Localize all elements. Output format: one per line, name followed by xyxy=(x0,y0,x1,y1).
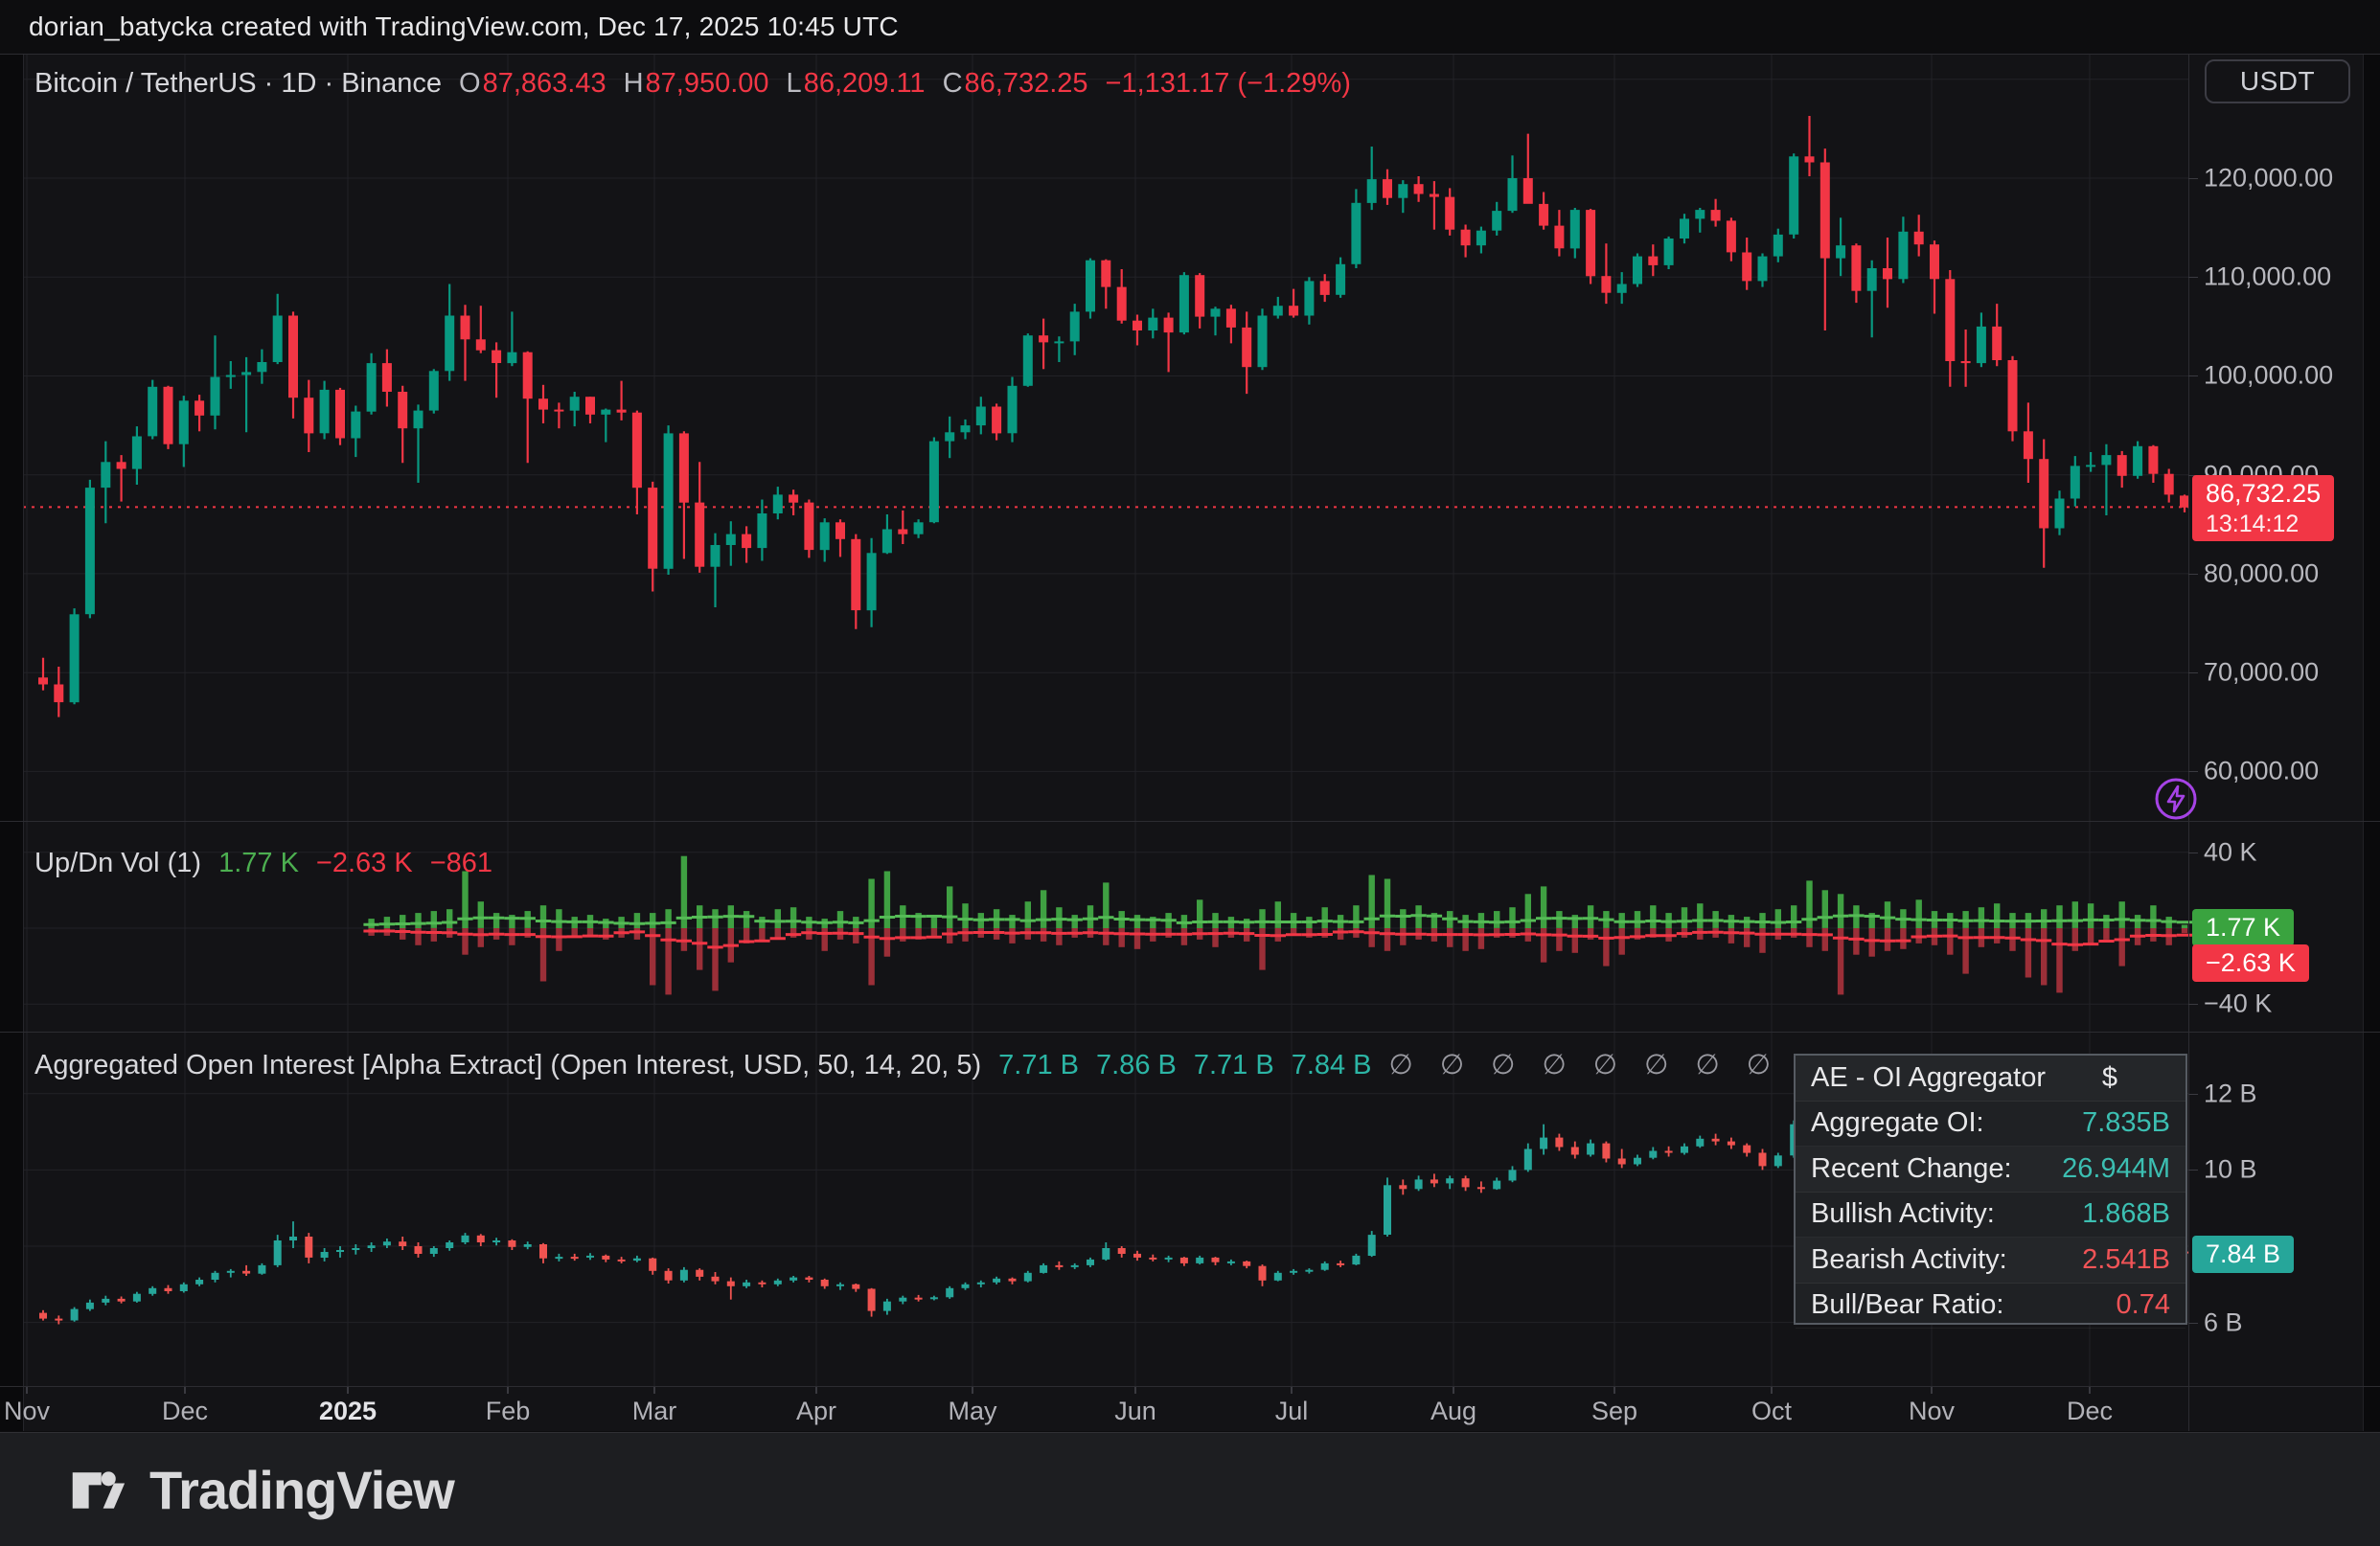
oi-legend-title[interactable]: Aggregated Open Interest [Alpha Extract]… xyxy=(34,1050,982,1080)
left-gutter xyxy=(0,55,24,1431)
net-volume-value: −861 xyxy=(429,848,493,878)
ohlc-close: C 86,732.25 xyxy=(942,68,1088,99)
down-volume-badge: −2.63 K xyxy=(2192,944,2309,982)
last-price-badge: 86,732.25 13:14:12 xyxy=(2192,475,2335,541)
month-label: 2025 xyxy=(318,1397,378,1425)
updn_volume-tick-label: 40 K xyxy=(2204,837,2257,867)
tradingview-logo[interactable]: TradingView xyxy=(69,1459,455,1521)
price-scale-divider xyxy=(2188,55,2189,1431)
month-label: Feb xyxy=(485,1397,531,1425)
month-label: May xyxy=(948,1397,997,1425)
candle-countdown: 13:14:12 xyxy=(2206,510,2300,537)
symbol-legend: Bitcoin / TetherUS · 1D · Binance O 87,86… xyxy=(34,68,1351,100)
oi-value-badge: 7.84 B xyxy=(2192,1236,2295,1273)
price-tick-label: 70,000.00 xyxy=(2204,657,2320,687)
scale-edge xyxy=(2363,55,2380,1431)
down-volume-value: −2.63 K xyxy=(315,848,413,878)
price-tick-label: 120,000.00 xyxy=(2204,163,2334,193)
attribution-bar: dorian_batycka created with TradingView.… xyxy=(0,0,2380,55)
tradingview-logo-text: TradingView xyxy=(149,1460,455,1520)
tick-mark xyxy=(2188,1322,2198,1324)
footer: TradingView xyxy=(0,1432,2380,1546)
tick-mark xyxy=(2188,277,2198,279)
price-tick-label: 60,000.00 xyxy=(2204,756,2320,785)
tick-mark xyxy=(2188,1170,2198,1171)
tooltip-currency: $ xyxy=(2101,1061,2117,1093)
symbol-title[interactable]: Bitcoin / TetherUS · 1D · Binance xyxy=(34,68,442,99)
month-label: Dec xyxy=(161,1397,209,1425)
tick-mark xyxy=(2188,178,2198,180)
tooltip-row: Bull/Bear Ratio: 0.74 xyxy=(1796,1284,2185,1329)
month-label: Jun xyxy=(1114,1397,1156,1425)
oi-high-value: 7.86 B xyxy=(1096,1050,1177,1080)
instant-order-lightning-icon[interactable] xyxy=(2154,777,2198,821)
pane-divider[interactable] xyxy=(0,821,2380,822)
month-label: Nov xyxy=(1908,1397,1956,1425)
tooltip-row: Bearish Activity: 2.541B xyxy=(1796,1238,2185,1284)
tradingview-logo-icon xyxy=(72,1470,126,1509)
change-value: −1,131.17 (−1.29%) xyxy=(1105,68,1351,99)
oi-legend: Aggregated Open Interest [Alpha Extract]… xyxy=(34,1048,1984,1081)
oi-open-value: 7.71 B xyxy=(998,1050,1079,1080)
tooltip-title: AE - OI Aggregator xyxy=(1811,1061,2047,1093)
tick-mark xyxy=(2188,474,2198,476)
last-price-value: 86,732.25 xyxy=(2206,479,2322,509)
currency-toggle-button[interactable]: USDT xyxy=(2205,59,2350,103)
month-label: Oct xyxy=(1751,1397,1793,1425)
month-label: Dec xyxy=(2066,1397,2114,1425)
volume-legend-title[interactable]: Up/Dn Vol (1) xyxy=(34,848,202,878)
month-label: Sep xyxy=(1590,1397,1638,1425)
oi-close-value: 7.84 B xyxy=(1291,1050,1372,1080)
tooltip-row: Aggregate OI: 7.835B xyxy=(1796,1102,2185,1147)
price-tick-label: 100,000.00 xyxy=(2204,360,2334,390)
up-volume-badge: 1.77 K xyxy=(2192,909,2295,946)
tooltip-row: Recent Change: 26.944M xyxy=(1796,1147,2185,1193)
oi-aggregator-tooltip: AE - OI Aggregator $ Aggregate OI: 7.835B… xyxy=(1794,1054,2187,1329)
month-label: Jul xyxy=(1274,1397,1309,1425)
ohlc-low: L 86,209.11 xyxy=(786,68,926,99)
month-label: Apr xyxy=(795,1397,837,1425)
tick-mark xyxy=(2188,1093,2198,1095)
chart-canvas[interactable] xyxy=(0,55,2380,1431)
tick-mark xyxy=(2188,1004,2198,1006)
pane-divider[interactable] xyxy=(0,1032,2380,1033)
oi-low-value: 7.71 B xyxy=(1193,1050,1274,1080)
chart-area: Bitcoin / TetherUS · 1D · Binance O 87,86… xyxy=(0,55,2380,1431)
attribution-text: dorian_batycka created with TradingView.… xyxy=(29,11,899,41)
open_interest-tick-label: 6 B xyxy=(2204,1307,2243,1337)
tick-mark xyxy=(2188,573,2198,575)
tick-mark xyxy=(2188,672,2198,674)
month-label: Nov xyxy=(3,1397,51,1425)
volume-legend: Up/Dn Vol (1) 1.77 K −2.63 K −861 xyxy=(34,848,492,879)
month-label: Mar xyxy=(631,1397,677,1425)
tooltip-header: AE - OI Aggregator $ xyxy=(1796,1056,2185,1102)
ohlc-high: H 87,950.00 xyxy=(623,68,769,99)
open_interest-tick-label: 10 B xyxy=(2204,1154,2257,1184)
ohlc-open: O 87,863.43 xyxy=(459,68,606,99)
open_interest-tick-label: 12 B xyxy=(2204,1079,2257,1108)
updn_volume-tick-label: −40 K xyxy=(2204,989,2273,1018)
time-axis[interactable]: Nov Dec 2025 Feb Mar Apr May Jun Jul Aug Sep Oct Nov… xyxy=(0,1386,2380,1432)
price-tick-label: 110,000.00 xyxy=(2204,261,2332,291)
price-tick-label: 80,000.00 xyxy=(2204,558,2320,588)
tick-mark xyxy=(2188,771,2198,773)
tooltip-row: Bullish Activity: 1.868B xyxy=(1796,1193,2185,1238)
tick-mark xyxy=(2188,375,2198,377)
up-volume-value: 1.77 K xyxy=(218,848,299,878)
month-label: Aug xyxy=(1430,1397,1477,1425)
